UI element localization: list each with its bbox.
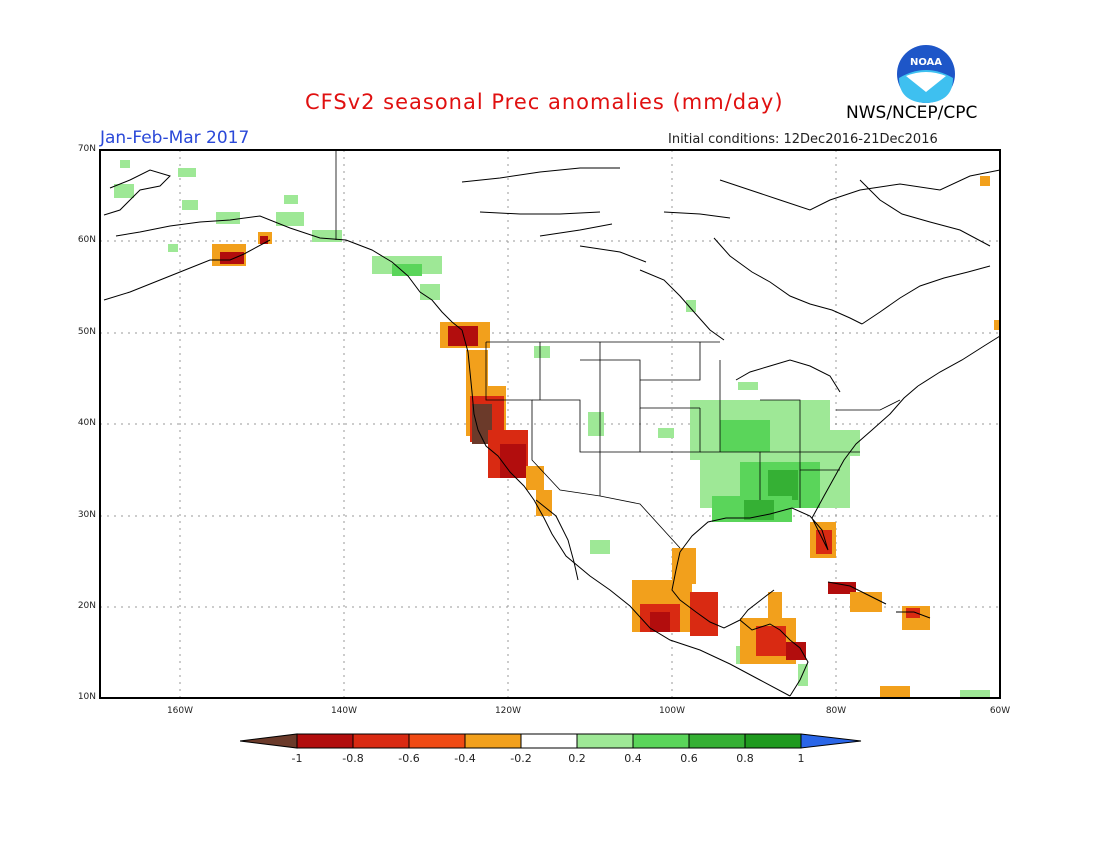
colorbar-bin-5 (520, 733, 578, 749)
colorbar-bin-6 (576, 733, 634, 749)
lon-tick-100w: 100W (658, 706, 686, 716)
colorbar-label: 1 (797, 752, 805, 765)
colorbar-bin-2 (352, 733, 410, 749)
lat-tick-60n: 60N (77, 235, 96, 245)
colorbar-low-arrow (240, 733, 298, 749)
lat-tick-10n: 10N (77, 692, 96, 702)
colorbar-bin-3 (408, 733, 466, 749)
colorbar-bin-9 (744, 733, 802, 749)
noaa-logo: NOAA (897, 45, 955, 103)
negative-anomaly-patches (212, 176, 1000, 698)
lon-tick-80w: 80W (825, 706, 847, 716)
colorbar-label: -0.2 (510, 752, 532, 765)
lon-tick-60w: 60W (989, 706, 1011, 716)
lon-tick-120w: 120W (494, 706, 522, 716)
colorbar-bin-8 (688, 733, 746, 749)
lat-tick-50n: 50N (77, 327, 96, 337)
lon-tick-160w: 160W (166, 706, 194, 716)
colorbar-label: -0.4 (454, 752, 476, 765)
coastlines (103, 167, 1001, 697)
colorbar-bin-4 (464, 733, 522, 749)
agency-label: NWS/NCEP/CPC (846, 103, 978, 123)
chart-title: CFSv2 seasonal Prec anomalies (mm/day) (305, 90, 784, 114)
lat-tick-20n: 20N (77, 601, 96, 611)
lat-tick-30n: 30N (77, 510, 96, 520)
state-borders (335, 150, 901, 549)
colorbar-label: 0.4 (624, 752, 642, 765)
colorbar (240, 733, 862, 749)
colorbar-label: 0.2 (568, 752, 586, 765)
lat-tick-40n: 40N (77, 418, 96, 428)
lat-tick-70n: 70N (77, 144, 96, 154)
svg-text:NOAA: NOAA (910, 57, 942, 68)
colorbar-label: -0.6 (398, 752, 420, 765)
colorbar-high-arrow (800, 733, 862, 749)
lon-tick-140w: 140W (330, 706, 358, 716)
colorbar-bin-7 (632, 733, 690, 749)
colorbar-bin-1 (296, 733, 354, 749)
colorbar-label: -1 (291, 752, 303, 765)
positive-anomaly-patches (114, 160, 990, 698)
colorbar-label: 0.8 (736, 752, 754, 765)
colorbar-label: 0.6 (680, 752, 698, 765)
colorbar-label: -0.8 (342, 752, 364, 765)
initial-conditions: Initial conditions: 12Dec2016-21Dec2016 (668, 132, 938, 147)
forecast-period: Jan-Feb-Mar 2017 (100, 128, 250, 148)
lat-lon-grid (100, 150, 1000, 698)
